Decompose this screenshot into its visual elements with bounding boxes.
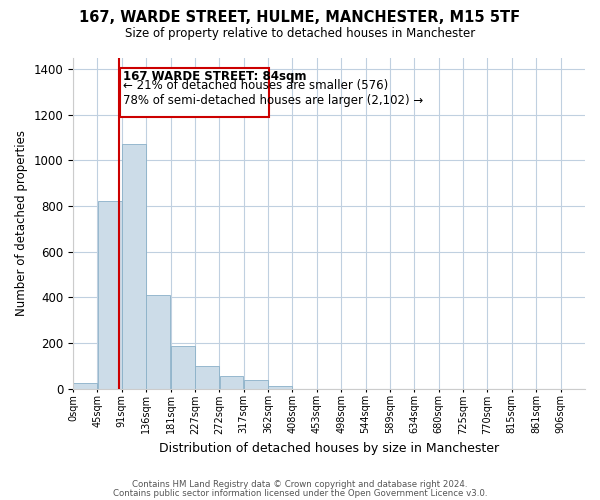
Text: 167, WARDE STREET, HULME, MANCHESTER, M15 5TF: 167, WARDE STREET, HULME, MANCHESTER, M1… — [79, 10, 521, 25]
Text: ← 21% of detached houses are smaller (576)
78% of semi-detached houses are large: ← 21% of detached houses are smaller (57… — [123, 78, 423, 106]
Bar — [195, 366, 219, 388]
Text: Contains public sector information licensed under the Open Government Licence v3: Contains public sector information licen… — [113, 488, 487, 498]
Y-axis label: Number of detached properties: Number of detached properties — [15, 130, 28, 316]
Bar — [244, 380, 268, 388]
Text: Contains HM Land Registry data © Crown copyright and database right 2024.: Contains HM Land Registry data © Crown c… — [132, 480, 468, 489]
Bar — [171, 346, 194, 389]
Bar — [98, 202, 122, 388]
Bar — [146, 295, 170, 388]
Bar — [268, 386, 292, 388]
Bar — [122, 144, 146, 388]
FancyBboxPatch shape — [119, 68, 269, 117]
X-axis label: Distribution of detached houses by size in Manchester: Distribution of detached houses by size … — [159, 442, 499, 455]
Text: 167 WARDE STREET: 84sqm: 167 WARDE STREET: 84sqm — [123, 70, 307, 83]
Bar — [73, 383, 97, 388]
Text: Size of property relative to detached houses in Manchester: Size of property relative to detached ho… — [125, 28, 475, 40]
Bar — [220, 376, 244, 388]
